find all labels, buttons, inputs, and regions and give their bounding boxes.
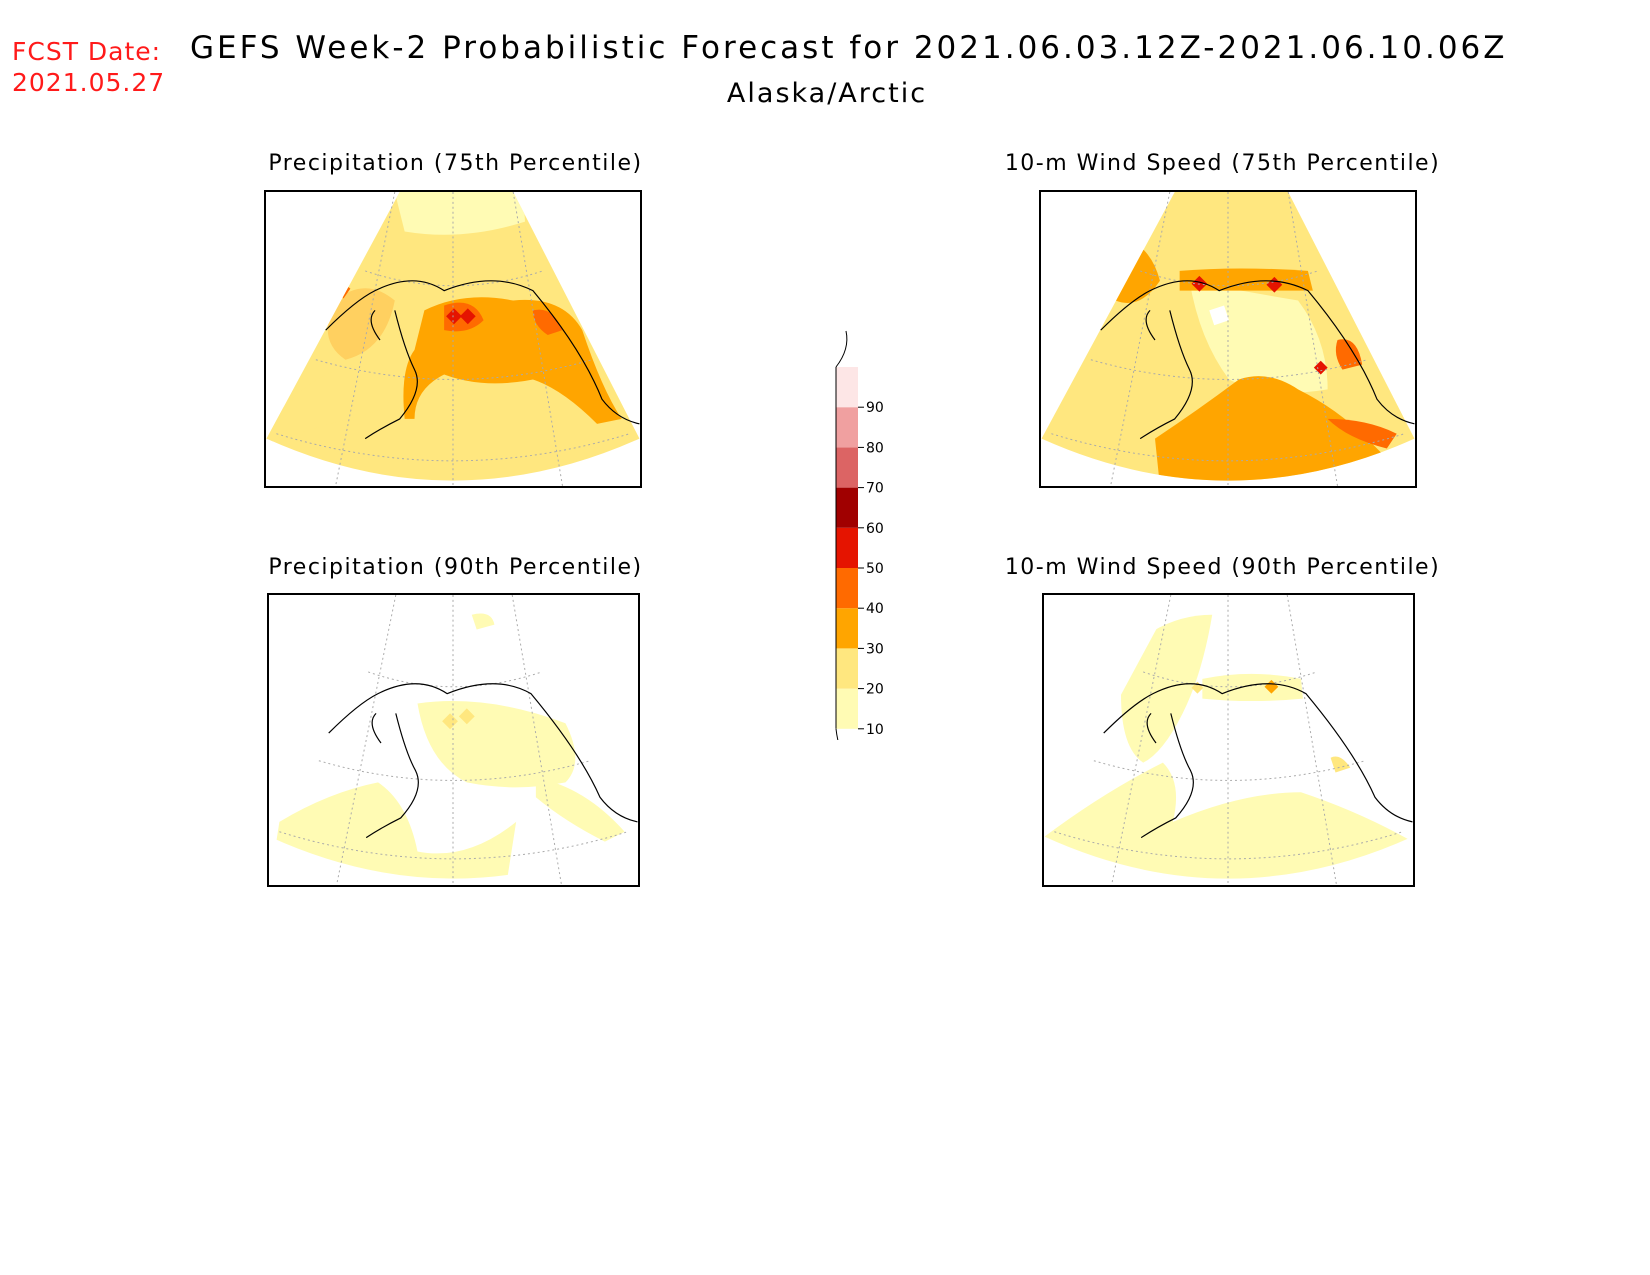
colorbar-label: 10 (866, 722, 884, 738)
map-precip-75-svg (266, 192, 640, 486)
forecast-date-value: 2021.05.27 (12, 68, 166, 97)
map-precip-75 (264, 190, 642, 488)
prob-10-20-region (1202, 673, 1303, 702)
coastline (328, 683, 638, 839)
colorbar-label: 50 (866, 561, 884, 577)
colorbar-swatch-20 (836, 648, 858, 689)
prob-50-60-region (459, 308, 476, 325)
prob-50-60-region (446, 308, 462, 325)
colorbar-label: 30 (866, 641, 884, 657)
map-precip-90 (267, 593, 640, 887)
prob-20-30-region (266, 359, 393, 444)
panel-title-precip-90: Precipitation (90th Percentile) (268, 555, 643, 580)
coastline (325, 280, 640, 440)
colorbar-label: 90 (866, 400, 884, 416)
colorbar-top-extension (835, 330, 848, 368)
prob-20-30-region (458, 708, 475, 725)
page-title: GEFS Week-2 Probabilistic Forecast for 2… (190, 30, 1508, 66)
colorbar-swatch-30 (836, 608, 858, 649)
forecast-date-label: FCST Date: (12, 37, 162, 66)
colorbar-label: 40 (866, 601, 884, 617)
map-precip-90-svg (269, 595, 638, 885)
colorbar-svg: 10 20 30 40 50 60 70 80 90 (835, 330, 884, 740)
prob-50-60-region (1127, 236, 1144, 253)
graticule (1054, 595, 1403, 885)
prob-40-50-region (1335, 339, 1363, 370)
map-wind-75-svg (1041, 192, 1415, 486)
below-10-region (1209, 305, 1229, 326)
prob-40-50-region (532, 309, 563, 336)
colorbar-label: 60 (866, 521, 884, 537)
colorbar: 10 20 30 40 50 60 70 80 90 (820, 330, 910, 740)
colorbar-swatch-70 (836, 447, 858, 488)
panel-title-wind-90: 10-m Wind Speed (90th Percentile) (1004, 555, 1441, 580)
graticule (1051, 192, 1405, 486)
prob-20-30-region (327, 288, 395, 360)
prob-20-30-region (1330, 756, 1351, 773)
panel-title-precip-75: Precipitation (75th Percentile) (268, 151, 643, 176)
prob-10-20-region (417, 701, 576, 788)
prob-10-20-region (269, 782, 517, 879)
prob-40-50-region (1327, 418, 1397, 449)
region-subtitle-wrap: Alaska/Arctic (0, 78, 1650, 109)
colorbar-label: 70 (866, 481, 884, 497)
colorbar-swatch-60 (836, 487, 858, 528)
prob-10-20-region (394, 192, 526, 235)
colorbar-swatch-50 (836, 527, 858, 568)
prob-10-20-region (535, 777, 625, 842)
colorbar-bottom-extension (835, 728, 839, 740)
colorbar-swatch-40 (836, 568, 858, 609)
colorbar-swatch-90 (836, 367, 858, 408)
colorbar-label: 20 (866, 682, 884, 698)
coastline (1103, 683, 1413, 839)
map-wind-90 (1042, 593, 1415, 887)
map-wind-90-svg (1044, 595, 1413, 885)
graticule (279, 595, 628, 885)
prob-10-20-region (471, 613, 495, 630)
prob-10-20-region (1044, 762, 1413, 879)
map-wind-75 (1039, 190, 1417, 488)
coastline (1100, 280, 1415, 440)
panel-title-wind-75: 10-m Wind Speed (75th Percentile) (1004, 151, 1441, 176)
forecast-date-block: FCST Date: 2021.05.27 (12, 36, 165, 98)
colorbar-label: 80 (866, 440, 884, 456)
colorbar-swatch-80 (836, 407, 858, 448)
region-subtitle: Alaska/Arctic (726, 78, 928, 109)
graticule (276, 192, 630, 486)
colorbar-swatch-10 (836, 688, 858, 729)
prob-30-40-region (1154, 376, 1415, 481)
